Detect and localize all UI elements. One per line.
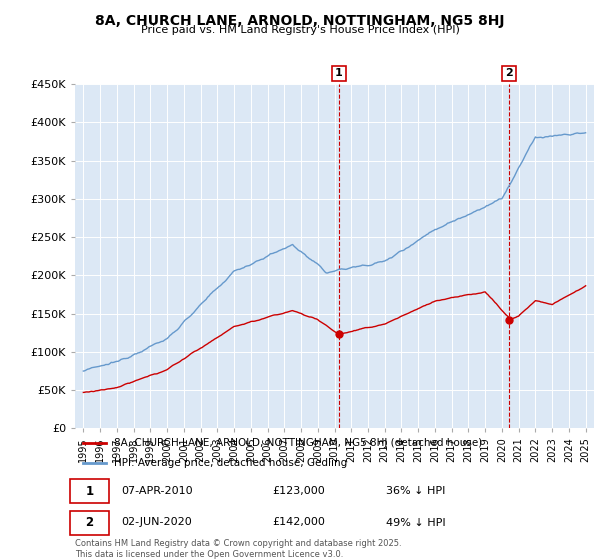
Text: 02-JUN-2020: 02-JUN-2020 bbox=[122, 517, 193, 528]
Text: 1: 1 bbox=[85, 484, 94, 498]
Text: 07-APR-2010: 07-APR-2010 bbox=[122, 486, 193, 496]
FancyBboxPatch shape bbox=[70, 511, 109, 535]
Text: Price paid vs. HM Land Registry's House Price Index (HPI): Price paid vs. HM Land Registry's House … bbox=[140, 25, 460, 35]
Text: 2: 2 bbox=[85, 516, 94, 529]
FancyBboxPatch shape bbox=[70, 479, 109, 503]
Text: 8A, CHURCH LANE, ARNOLD, NOTTINGHAM, NG5 8HJ: 8A, CHURCH LANE, ARNOLD, NOTTINGHAM, NG5… bbox=[95, 14, 505, 28]
Text: Contains HM Land Registry data © Crown copyright and database right 2025.
This d: Contains HM Land Registry data © Crown c… bbox=[75, 539, 401, 559]
Text: HPI: Average price, detached house, Gedling: HPI: Average price, detached house, Gedl… bbox=[114, 458, 347, 468]
Text: 1: 1 bbox=[335, 68, 343, 78]
Text: 36% ↓ HPI: 36% ↓ HPI bbox=[386, 486, 446, 496]
Text: £123,000: £123,000 bbox=[272, 486, 325, 496]
Text: 49% ↓ HPI: 49% ↓ HPI bbox=[386, 517, 446, 528]
Text: 8A, CHURCH LANE, ARNOLD, NOTTINGHAM, NG5 8HJ (detached house): 8A, CHURCH LANE, ARNOLD, NOTTINGHAM, NG5… bbox=[114, 438, 482, 448]
Text: £142,000: £142,000 bbox=[272, 517, 325, 528]
Text: 2: 2 bbox=[505, 68, 513, 78]
